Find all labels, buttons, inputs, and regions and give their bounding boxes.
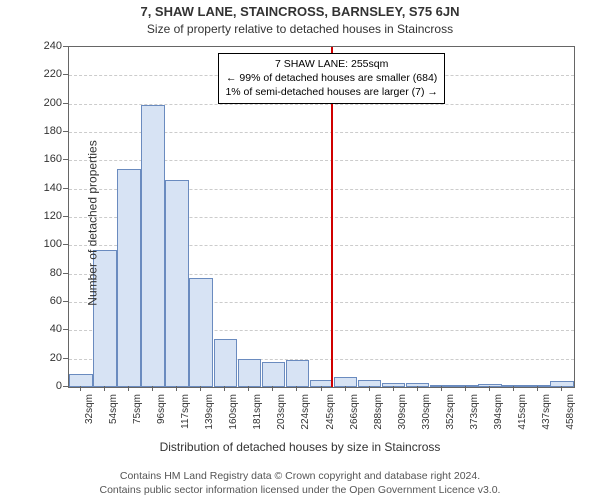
chart-subtitle: Size of property relative to detached ho… [0, 22, 600, 36]
xtick-label: 309sqm [397, 394, 408, 444]
ytick-mark [63, 244, 68, 245]
histogram-bar [502, 385, 526, 387]
xtick-label: 266sqm [349, 394, 360, 444]
xtick-label: 203sqm [276, 394, 287, 444]
xtick-mark [465, 386, 466, 391]
ytick-mark [63, 131, 68, 132]
histogram-bar [141, 105, 165, 387]
histogram-bar [262, 362, 286, 388]
xtick-mark [152, 386, 153, 391]
histogram-bar [430, 385, 454, 387]
ytick-label: 180 [38, 125, 62, 137]
annot-line3: 1% of semi-detached houses are larger (7… [225, 85, 437, 99]
xtick-label: 139sqm [204, 394, 215, 444]
xtick-label: 96sqm [156, 394, 167, 444]
xtick-mark [489, 386, 490, 391]
xtick-label: 458sqm [565, 394, 576, 444]
ytick-mark [63, 329, 68, 330]
ytick-label: 200 [38, 97, 62, 109]
ytick-label: 120 [38, 210, 62, 222]
ytick-mark [63, 301, 68, 302]
histogram-bar [238, 359, 262, 387]
histogram-bar [117, 169, 141, 387]
histogram-bar [286, 360, 310, 387]
ytick-mark [63, 159, 68, 160]
xtick-mark [513, 386, 514, 391]
xtick-mark [128, 386, 129, 391]
histogram-bar [406, 383, 430, 387]
xtick-mark [80, 386, 81, 391]
xtick-label: 117sqm [180, 394, 191, 444]
histogram-bar [382, 383, 406, 387]
histogram-bar [214, 339, 238, 387]
xtick-mark [441, 386, 442, 391]
ytick-mark [63, 216, 68, 217]
xtick-label: 181sqm [252, 394, 263, 444]
xtick-label: 394sqm [493, 394, 504, 444]
ytick-mark [63, 188, 68, 189]
ytick-mark [63, 273, 68, 274]
ytick-label: 240 [38, 40, 62, 52]
ytick-label: 140 [38, 182, 62, 194]
plot-area: 7 SHAW LANE: 255sqm← 99% of detached hou… [68, 46, 575, 388]
xtick-mark [296, 386, 297, 391]
xtick-mark [272, 386, 273, 391]
xtick-mark [561, 386, 562, 391]
histogram-bar [454, 385, 478, 387]
xtick-label: 54sqm [108, 394, 119, 444]
ytick-mark [63, 46, 68, 47]
histogram-bar [189, 278, 213, 387]
xtick-label: 373sqm [469, 394, 480, 444]
xtick-mark [248, 386, 249, 391]
xtick-mark [345, 386, 346, 391]
xtick-label: 437sqm [541, 394, 552, 444]
ytick-mark [63, 74, 68, 75]
xtick-label: 160sqm [228, 394, 239, 444]
ytick-label: 220 [38, 68, 62, 80]
xtick-label: 75sqm [132, 394, 143, 444]
xtick-mark [224, 386, 225, 391]
chart-title: 7, SHAW LANE, STAINCROSS, BARNSLEY, S75 … [0, 4, 600, 19]
xtick-label: 245sqm [325, 394, 336, 444]
histogram-bar [478, 384, 502, 387]
ytick-mark [63, 103, 68, 104]
xtick-label: 288sqm [373, 394, 384, 444]
y-axis-label: Number of detached properties [86, 140, 100, 305]
xtick-label: 352sqm [445, 394, 456, 444]
ytick-label: 60 [38, 295, 62, 307]
ytick-label: 0 [38, 380, 62, 392]
histogram-bar [526, 385, 550, 387]
xtick-label: 32sqm [84, 394, 95, 444]
footer-copyright: Contains HM Land Registry data © Crown c… [0, 470, 600, 482]
xtick-mark [104, 386, 105, 391]
xtick-label: 330sqm [421, 394, 432, 444]
annotation-box: 7 SHAW LANE: 255sqm← 99% of detached hou… [218, 53, 444, 104]
xtick-mark [321, 386, 322, 391]
ytick-label: 80 [38, 267, 62, 279]
xtick-mark [369, 386, 370, 391]
ytick-label: 40 [38, 323, 62, 335]
xtick-mark [417, 386, 418, 391]
xtick-label: 415sqm [517, 394, 528, 444]
histogram-bar [165, 180, 189, 387]
xtick-mark [200, 386, 201, 391]
annot-line1: 7 SHAW LANE: 255sqm [225, 57, 437, 71]
histogram-bar [550, 381, 574, 387]
xtick-mark [176, 386, 177, 391]
chart-container: 7, SHAW LANE, STAINCROSS, BARNSLEY, S75 … [0, 0, 600, 500]
ytick-label: 100 [38, 238, 62, 250]
annot-line2: ← 99% of detached houses are smaller (68… [225, 71, 437, 85]
footer-licence: Contains public sector information licen… [0, 484, 600, 496]
xtick-mark [393, 386, 394, 391]
ytick-label: 20 [38, 352, 62, 364]
histogram-bar [69, 374, 93, 387]
ytick-label: 160 [38, 153, 62, 165]
xtick-mark [537, 386, 538, 391]
ytick-mark [63, 386, 68, 387]
ytick-mark [63, 358, 68, 359]
xtick-label: 224sqm [300, 394, 311, 444]
